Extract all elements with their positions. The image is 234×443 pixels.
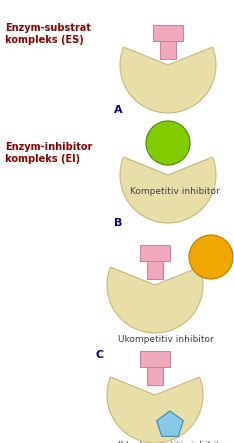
- Polygon shape: [153, 25, 183, 41]
- Wedge shape: [120, 157, 216, 223]
- Text: Ukompetitiv inhibitor: Ukompetitiv inhibitor: [118, 335, 214, 345]
- Text: Enzym-substrat: Enzym-substrat: [5, 23, 91, 33]
- Text: kompleks (EI): kompleks (EI): [5, 154, 80, 164]
- Polygon shape: [141, 355, 169, 389]
- Polygon shape: [160, 41, 176, 59]
- Polygon shape: [147, 367, 163, 385]
- Circle shape: [146, 121, 190, 165]
- Wedge shape: [120, 47, 216, 113]
- Circle shape: [189, 235, 233, 279]
- Polygon shape: [157, 411, 183, 436]
- Text: B: B: [114, 218, 122, 228]
- Wedge shape: [107, 267, 203, 333]
- Text: Enzym-inhibitor: Enzym-inhibitor: [5, 142, 92, 152]
- Text: A: A: [114, 105, 122, 115]
- Text: Kompetitiv inhibitor: Kompetitiv inhibitor: [130, 187, 220, 195]
- Text: kompleks (ES): kompleks (ES): [5, 35, 84, 45]
- Polygon shape: [140, 351, 170, 367]
- Polygon shape: [147, 261, 163, 279]
- Wedge shape: [107, 377, 203, 443]
- Text: Ikke-kompetitiv inhibitor: Ikke-kompetitiv inhibitor: [118, 442, 229, 443]
- Polygon shape: [140, 245, 170, 261]
- Text: C: C: [96, 350, 104, 360]
